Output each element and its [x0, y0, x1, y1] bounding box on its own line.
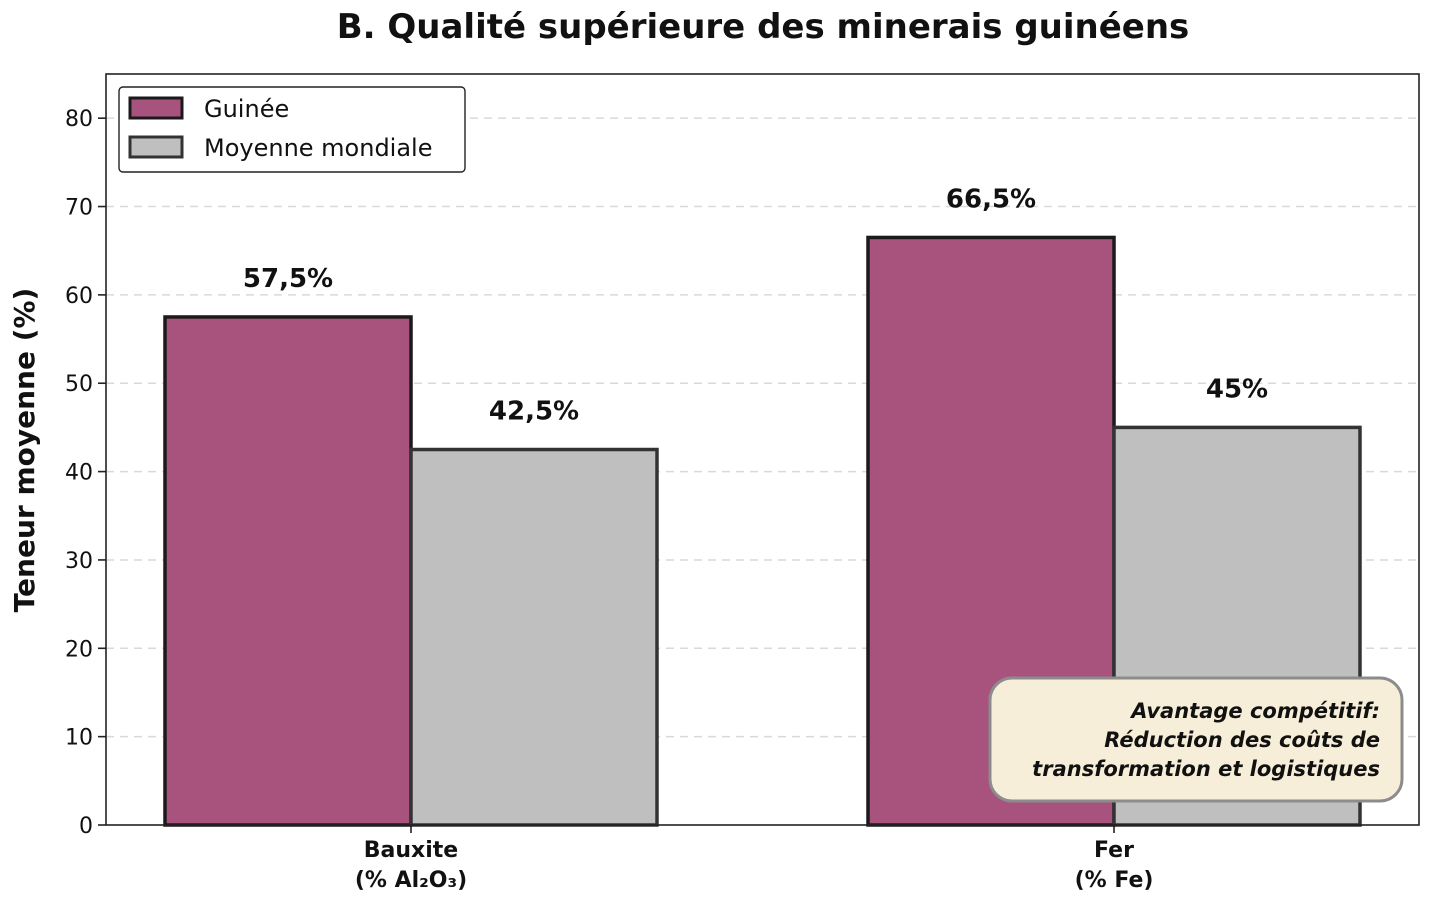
annotation-text: Réduction des coûts de [1104, 728, 1380, 752]
annotation-text: Avantage compétitif: [1129, 699, 1380, 723]
legend-swatch [128, 96, 184, 120]
y-tick-label: 50 [65, 372, 93, 397]
bar-moyenne-mondiale [409, 447, 659, 827]
y-tick-label: 10 [65, 726, 93, 751]
legend-label: Moyenne mondiale [204, 134, 433, 162]
y-tick-label: 70 [65, 196, 93, 221]
plot-frame [105, 73, 1420, 826]
y-tick-label: 20 [65, 637, 93, 662]
data-label: 42,5% [489, 397, 579, 427]
y-tick-label: 60 [65, 284, 93, 309]
x-tick-label: Bauxite [364, 838, 458, 863]
legend-box [118, 86, 466, 173]
chart-title: B. Qualité supérieure des minerais guiné… [337, 7, 1190, 47]
annotation-box: Avantage compétitif: Réduction des coûts … [988, 676, 1404, 803]
axes: 0 10 20 30 40 50 60 70 80 Bauxite (% Al₂O₃) Fer (% F… [65, 73, 1420, 893]
bar-guinee [163, 315, 413, 827]
legend-swatch [128, 135, 184, 159]
legend-label: Guinée [204, 95, 289, 123]
x-tick-label: (% Al₂O₃) [355, 868, 467, 893]
data-labels: 57,5% 66,5% 42,5% 45% [243, 184, 1268, 426]
x-tick-label: Fer [1094, 838, 1134, 863]
data-label: 66,5% [946, 184, 1036, 214]
y-tick-label: 40 [65, 461, 93, 486]
data-label: 57,5% [243, 264, 333, 294]
x-tick-label: (% Fe) [1075, 868, 1154, 893]
annotation-background [988, 676, 1404, 803]
legend: Guinée Moyenne mondiale [118, 86, 466, 173]
y-tick-label: 30 [65, 549, 93, 574]
y-tick-label: 80 [65, 107, 93, 132]
y-axis-label: Teneur moyenne (%) [8, 288, 41, 613]
y-tick-label: 0 [79, 814, 93, 839]
annotation-text: transformation et logistiques [1032, 757, 1380, 781]
data-label: 45% [1206, 374, 1268, 404]
